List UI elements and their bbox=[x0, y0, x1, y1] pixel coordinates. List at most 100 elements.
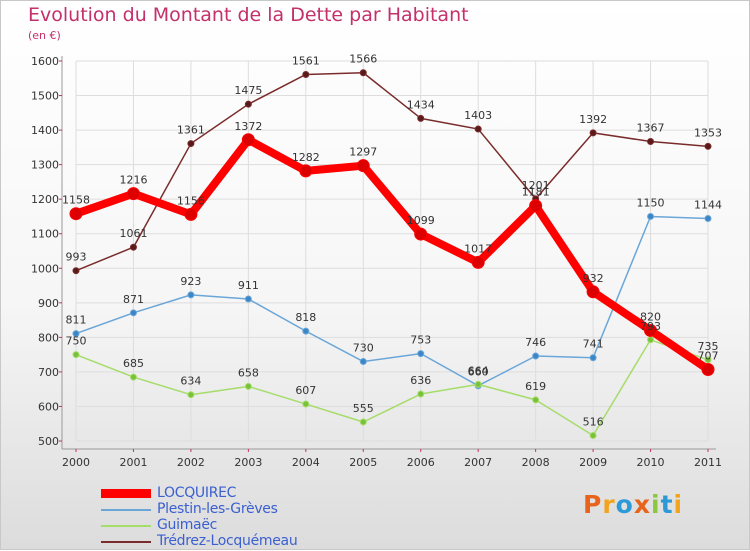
data-point bbox=[302, 400, 310, 408]
data-point bbox=[129, 373, 137, 381]
chart-title: Evolution du Montant de la Dette par Hab… bbox=[28, 4, 469, 26]
data-point bbox=[647, 137, 655, 145]
y-tick-label: 800 bbox=[38, 331, 59, 344]
data-point bbox=[647, 336, 655, 344]
data-point bbox=[356, 159, 370, 173]
data-point bbox=[414, 227, 428, 241]
y-tick-label: 700 bbox=[38, 366, 59, 379]
data-point bbox=[184, 207, 198, 221]
data-label: 1434 bbox=[407, 98, 435, 111]
logo-letter: r bbox=[602, 490, 616, 519]
y-tick-label: 1200 bbox=[31, 193, 59, 206]
unit-label: (en €) bbox=[28, 29, 61, 42]
data-point bbox=[359, 418, 367, 426]
logo-letter: P bbox=[583, 490, 603, 519]
y-tick-label: 1500 bbox=[31, 90, 59, 103]
x-tick-label: 2003 bbox=[234, 456, 262, 469]
x-tick-label: 2006 bbox=[407, 456, 435, 469]
logo-letter: i bbox=[651, 490, 661, 519]
data-point bbox=[417, 350, 425, 358]
data-point bbox=[129, 243, 137, 251]
data-point bbox=[187, 291, 195, 299]
data-label: 1201 bbox=[522, 179, 550, 192]
data-point bbox=[471, 255, 485, 269]
data-label: 753 bbox=[410, 334, 431, 347]
data-point bbox=[474, 125, 482, 133]
data-point bbox=[529, 199, 543, 213]
data-point bbox=[417, 390, 425, 398]
legend-swatch bbox=[101, 509, 151, 511]
x-tick-label: 2001 bbox=[119, 456, 147, 469]
data-label: 871 bbox=[123, 293, 144, 306]
data-label: 1282 bbox=[292, 151, 320, 164]
data-point bbox=[302, 70, 310, 78]
data-label: 1181 bbox=[522, 186, 550, 199]
x-tick-label: 2009 bbox=[579, 456, 607, 469]
data-point bbox=[589, 354, 597, 362]
data-point bbox=[589, 129, 597, 137]
y-tick-label: 1600 bbox=[31, 55, 59, 68]
data-label: 1361 bbox=[177, 124, 205, 137]
x-tick-label: 2011 bbox=[694, 456, 722, 469]
data-point bbox=[72, 267, 80, 275]
data-label: 1156 bbox=[177, 194, 205, 207]
data-label: 685 bbox=[123, 357, 144, 370]
data-label: 793 bbox=[640, 320, 661, 333]
data-point bbox=[532, 352, 540, 360]
data-point bbox=[359, 69, 367, 77]
data-point bbox=[241, 133, 255, 147]
data-label: 1216 bbox=[119, 174, 147, 187]
data-label: 1158 bbox=[62, 194, 90, 207]
y-tick-label: 1100 bbox=[31, 228, 59, 241]
data-label: 1099 bbox=[407, 214, 435, 227]
data-label: 1297 bbox=[349, 146, 377, 159]
data-point bbox=[129, 309, 137, 317]
data-label: 730 bbox=[353, 342, 374, 355]
x-tick-label: 2007 bbox=[464, 456, 492, 469]
data-label: 993 bbox=[66, 251, 87, 264]
data-label: 658 bbox=[238, 366, 259, 379]
legend-item: LOCQUIREC bbox=[101, 485, 361, 502]
legend-label: Plestin-les-Grèves bbox=[157, 501, 278, 517]
data-label: 1392 bbox=[579, 113, 607, 126]
data-label: 1144 bbox=[694, 199, 722, 212]
data-point bbox=[359, 358, 367, 366]
data-label: 516 bbox=[583, 415, 604, 428]
data-label: 555 bbox=[353, 402, 374, 415]
series-line bbox=[72, 135, 712, 374]
logo-letter: i bbox=[673, 490, 684, 519]
series-line bbox=[75, 215, 709, 387]
data-label: 1403 bbox=[464, 109, 492, 122]
data-label: 820 bbox=[640, 310, 661, 323]
data-point bbox=[532, 396, 540, 404]
data-label: 636 bbox=[410, 374, 431, 387]
data-label: 923 bbox=[180, 275, 201, 288]
data-label: 1561 bbox=[292, 54, 320, 67]
data-point bbox=[69, 207, 83, 221]
proxiti-logo: Proxiti bbox=[583, 490, 683, 519]
data-label: 932 bbox=[583, 272, 604, 285]
data-point bbox=[417, 114, 425, 122]
data-label: 1017 bbox=[464, 242, 492, 255]
logo-letter: t bbox=[660, 490, 674, 519]
data-label: 746 bbox=[525, 336, 546, 349]
data-label: 811 bbox=[66, 314, 87, 327]
data-label: 735 bbox=[698, 340, 719, 353]
data-label: 1566 bbox=[349, 53, 377, 66]
data-point bbox=[187, 391, 195, 399]
data-label: 660 bbox=[468, 366, 489, 379]
data-point bbox=[704, 215, 712, 223]
data-point bbox=[244, 382, 252, 390]
data-point bbox=[647, 212, 655, 220]
data-label: 818 bbox=[295, 311, 316, 324]
series-line bbox=[75, 71, 709, 272]
x-tick-label: 2004 bbox=[292, 456, 320, 469]
legend-item: Plestin-les-Grèves bbox=[101, 501, 361, 518]
data-label: 1372 bbox=[234, 120, 262, 133]
data-label: 664 bbox=[468, 364, 489, 377]
data-point bbox=[704, 356, 712, 364]
data-point bbox=[474, 380, 482, 388]
data-point bbox=[244, 295, 252, 303]
